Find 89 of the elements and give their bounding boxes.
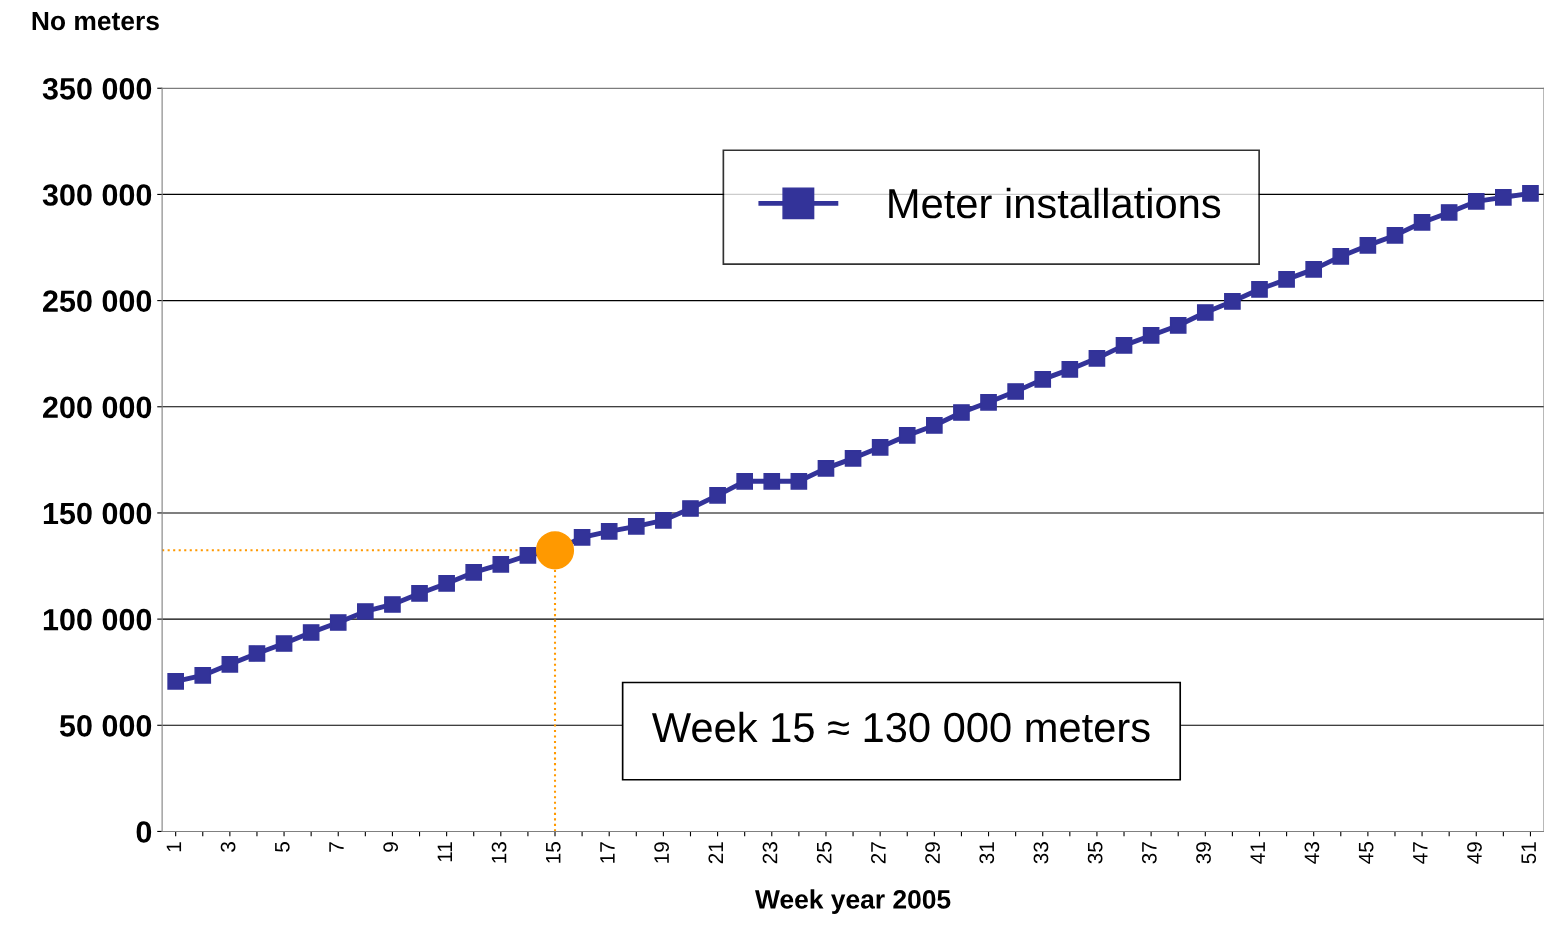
point [248, 645, 266, 662]
point [492, 555, 510, 573]
point [357, 603, 374, 620]
point [1278, 271, 1295, 288]
point [1467, 193, 1485, 210]
point [302, 624, 320, 641]
x-tick-label: 31 [979, 842, 995, 864]
x-tick-label: 13 [491, 842, 507, 863]
point [411, 585, 428, 602]
x-tick-label: 21 [708, 842, 723, 864]
point [1522, 185, 1539, 202]
point [384, 596, 401, 613]
x-tick-label: 5 [275, 842, 290, 852]
annotation: Week 15 ≈ 130 000 meters [652, 711, 1150, 743]
point [953, 404, 970, 421]
point [926, 417, 943, 434]
x-tick-label: 9 [383, 842, 399, 852]
x-tick-label: 7 [329, 842, 344, 852]
x-tick-label: 1 [166, 842, 182, 852]
point [736, 472, 754, 490]
point [600, 523, 618, 540]
point [535, 531, 575, 570]
x-tick-label: 33 [1033, 842, 1049, 864]
point [1142, 327, 1160, 344]
point [980, 393, 997, 411]
point [1251, 281, 1268, 298]
x-tick-label: 43 [1304, 842, 1320, 864]
x-tick-label: 47 [1413, 842, 1428, 864]
point [329, 614, 347, 631]
point [1495, 189, 1512, 206]
y-tick-label: 200 000 [43, 396, 152, 419]
point [790, 472, 808, 490]
point [275, 635, 293, 652]
point [573, 529, 591, 546]
point [1224, 293, 1241, 310]
point [465, 564, 483, 581]
y-tick-label: 350 000 [42, 77, 152, 100]
point [194, 667, 212, 684]
x-tick-label: 39 [1196, 842, 1211, 864]
point [1034, 371, 1052, 388]
point [1386, 227, 1404, 244]
point [871, 438, 889, 456]
x-tick-label: 19 [654, 842, 669, 863]
x-tick-label: 29 [925, 842, 940, 864]
x-axis-title: Week year 2005 [755, 889, 951, 914]
x-tick-label: 11 [437, 842, 453, 862]
y-axis-title: No meters [32, 11, 159, 31]
point [1169, 317, 1187, 334]
point [1359, 237, 1377, 254]
point [519, 547, 537, 564]
point [763, 472, 781, 490]
y-tick-label: 50 000 [59, 715, 152, 737]
x-tick-label: 27 [871, 842, 886, 864]
point [655, 512, 672, 529]
point [1007, 383, 1024, 400]
x-tick-label: 25 [816, 842, 832, 864]
point [898, 427, 916, 444]
x-tick-label: 35 [1087, 842, 1103, 864]
x-tick-label: 49 [1467, 842, 1482, 864]
y-tick-label: 100 000 [43, 608, 152, 631]
point [817, 460, 835, 477]
x-tick-label: 37 [1141, 842, 1157, 864]
point [1440, 204, 1458, 221]
point [1061, 361, 1079, 378]
y-tick-label: 250 000 [43, 290, 152, 312]
legend-label: Meter installations [889, 187, 1221, 219]
x-tick-label: 45 [1358, 842, 1374, 864]
x-tick-label: 3 [220, 842, 236, 852]
x-tick-label: 51 [1521, 842, 1537, 864]
point [167, 672, 185, 690]
point [709, 486, 726, 504]
y-tick-label: 0 [136, 821, 152, 843]
point [627, 517, 645, 535]
x-tick-label: 41 [1250, 842, 1265, 864]
x-tick-label: 17 [600, 842, 615, 863]
point [682, 500, 699, 517]
point [1332, 248, 1350, 265]
y-tick-label: 300 000 [42, 184, 152, 206]
y-tick-label: 150 000 [43, 502, 152, 525]
point [1196, 304, 1214, 321]
point [1115, 337, 1133, 354]
point [221, 656, 239, 673]
x-tick-label: 23 [762, 842, 778, 864]
point [1305, 261, 1323, 278]
point [1413, 214, 1431, 231]
point [438, 575, 455, 592]
point [844, 450, 862, 467]
point [1088, 350, 1106, 367]
x-tick-label: 15 [546, 842, 561, 863]
